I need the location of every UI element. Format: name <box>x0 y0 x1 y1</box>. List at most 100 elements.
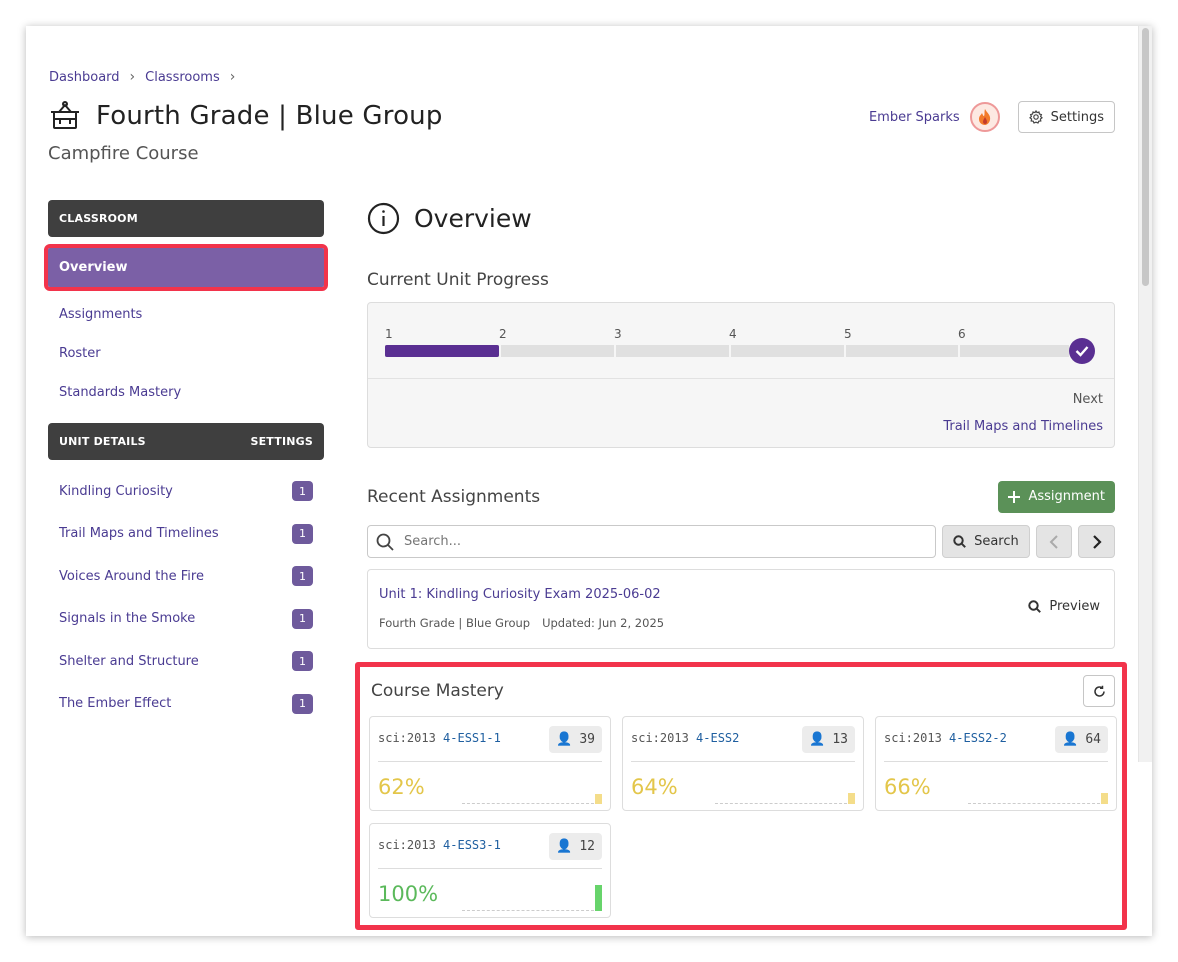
info-icon <box>367 202 400 234</box>
sidebar-item-assignments[interactable]: Assignments <box>59 307 143 322</box>
user-icon: 👤 <box>1062 732 1079 747</box>
next-page-button[interactable] <box>1078 525 1115 558</box>
mastery-percent: 66% <box>884 775 931 799</box>
mastery-card[interactable]: sci:2013 4-ESS3-1 👤 12 100% <box>369 823 611 918</box>
settings-label: Settings <box>1050 109 1104 125</box>
mastery-percent: 64% <box>631 775 678 799</box>
unit-item-label: Trail Maps and Timelines <box>59 526 219 542</box>
unit-progress-card: 1 2 3 4 5 6 Next Trail Maps <box>367 302 1115 448</box>
search-field[interactable] <box>367 525 937 558</box>
student-count-value: 13 <box>832 732 848 747</box>
progress-fill <box>385 345 499 357</box>
sidebar-item-overview[interactable]: Overview <box>44 244 328 291</box>
mastery-card[interactable]: sci:2013 4-ESS1-1 👤 39 62% <box>369 716 611 811</box>
sparkline-baseline <box>715 803 847 804</box>
standard-prefix: sci:2013 <box>378 838 436 852</box>
mastery-bar <box>848 793 855 804</box>
step-label: 3 <box>614 327 622 341</box>
standard-code-link[interactable]: 4-ESS2 <box>696 731 740 745</box>
settings-button[interactable]: Settings <box>1017 101 1115 133</box>
main-content: Overview Current Unit Progress 1 2 3 4 5… <box>367 200 1115 649</box>
app-window: Dashboard › Classrooms › Fourth Grade | … <box>26 26 1152 936</box>
search-button[interactable]: Search <box>942 525 1030 558</box>
track-divider <box>844 345 846 357</box>
standard-prefix: sci:2013 <box>378 731 436 745</box>
track-divider <box>729 345 731 357</box>
step-label: 5 <box>844 327 852 341</box>
student-count: 👤 13 <box>802 726 855 753</box>
sidebar-classroom-label: CLASSROOM <box>59 212 138 225</box>
progress-track <box>385 345 1069 357</box>
unit-item[interactable]: Trail Maps and Timelines 1 <box>48 513 324 556</box>
sidebar-unit-label: UNIT DETAILS <box>59 435 146 448</box>
mastery-card[interactable]: sci:2013 4-ESS2 👤 13 64% <box>622 716 864 811</box>
sidebar-classroom-header: CLASSROOM <box>48 200 324 237</box>
standard-code-link[interactable]: 4-ESS3-1 <box>443 838 501 852</box>
student-count-value: 12 <box>579 839 595 854</box>
breadcrumb: Dashboard › Classrooms › <box>49 69 235 85</box>
chevron-right-icon <box>1092 534 1102 549</box>
assignment-title-link[interactable]: Unit 1: Kindling Curiosity Exam 2025-06-… <box>379 587 661 602</box>
sidebar-item-roster[interactable]: Roster <box>59 346 101 361</box>
preview-button[interactable]: Preview <box>1028 599 1100 614</box>
sidebar-unit-header: UNIT DETAILS SETTINGS <box>48 423 324 460</box>
search-icon <box>376 533 394 551</box>
add-assignment-button[interactable]: Assignment <box>998 480 1115 513</box>
next-unit-link[interactable]: Trail Maps and Timelines <box>943 419 1103 434</box>
unit-item-label: Signals in the Smoke <box>59 611 196 627</box>
track-divider <box>614 345 616 357</box>
overview-heading: Overview <box>367 200 1115 236</box>
search-row: Search <box>367 525 1115 558</box>
unit-item-label: Shelter and Structure <box>59 653 199 669</box>
unit-item[interactable]: Signals in the Smoke 1 <box>48 598 324 641</box>
previous-page-button[interactable] <box>1035 525 1073 558</box>
sidebar-item-standards-mastery[interactable]: Standards Mastery <box>59 385 182 400</box>
preview-label: Preview <box>1049 599 1100 614</box>
avatar[interactable] <box>969 102 1000 132</box>
chevron-right-icon: › <box>229 69 236 85</box>
course-name: Campfire Course <box>48 143 199 164</box>
standard-label: sci:2013 4-ESS2-2 <box>884 731 1007 745</box>
unit-settings-link[interactable]: SETTINGS <box>250 435 313 448</box>
user-name-link[interactable]: Ember Sparks <box>868 109 960 125</box>
scrollbar[interactable] <box>1138 26 1152 762</box>
sidebar: CLASSROOM Overview Assignments Roster St… <box>44 200 328 726</box>
scrollbar-thumb[interactable] <box>1142 28 1149 286</box>
standard-code-link[interactable]: 4-ESS2-2 <box>949 731 1007 745</box>
mastery-bar <box>595 885 602 911</box>
search-icon <box>953 535 966 548</box>
gear-icon <box>1028 110 1043 124</box>
unit-item[interactable]: Shelter and Structure 1 <box>48 640 324 683</box>
next-label: Next <box>1072 392 1103 407</box>
step-label: 2 <box>499 327 507 341</box>
user-icon: 👤 <box>809 732 826 747</box>
standard-code-link[interactable]: 4-ESS1-1 <box>443 731 501 745</box>
refresh-button[interactable] <box>1083 675 1115 707</box>
classroom-icon <box>51 101 79 129</box>
unit-item-label: The Ember Effect <box>59 696 172 712</box>
user-icon: 👤 <box>556 732 573 747</box>
standard-label: sci:2013 4-ESS1-1 <box>378 731 501 745</box>
assignment-card[interactable]: Unit 1: Kindling Curiosity Exam 2025-06-… <box>367 569 1115 649</box>
recent-assignments-header: Recent Assignments Assignment <box>367 480 1115 513</box>
student-count-value: 64 <box>1085 732 1101 747</box>
check-icon <box>1069 338 1095 364</box>
add-assignment-label: Assignment <box>1028 489 1105 504</box>
unit-item[interactable]: The Ember Effect 1 <box>48 683 324 726</box>
chevron-left-icon <box>1049 534 1058 549</box>
unit-item[interactable]: Voices Around the Fire 1 <box>48 555 324 598</box>
breadcrumb-dashboard[interactable]: Dashboard <box>49 69 120 85</box>
divider <box>378 868 602 869</box>
refresh-icon <box>1093 685 1105 697</box>
count-badge: 1 <box>292 566 313 587</box>
student-count: 👤 64 <box>1055 726 1108 753</box>
divider <box>884 761 1108 762</box>
unit-item-label: Kindling Curiosity <box>59 483 173 499</box>
student-count: 👤 12 <box>549 833 602 860</box>
breadcrumb-classrooms[interactable]: Classrooms <box>145 69 220 85</box>
search-input[interactable] <box>404 534 904 549</box>
mastery-percent: 62% <box>378 775 425 799</box>
unit-item[interactable]: Kindling Curiosity 1 <box>48 470 324 513</box>
mastery-card[interactable]: sci:2013 4-ESS2-2 👤 64 66% <box>875 716 1117 811</box>
search-icon <box>1028 600 1042 613</box>
